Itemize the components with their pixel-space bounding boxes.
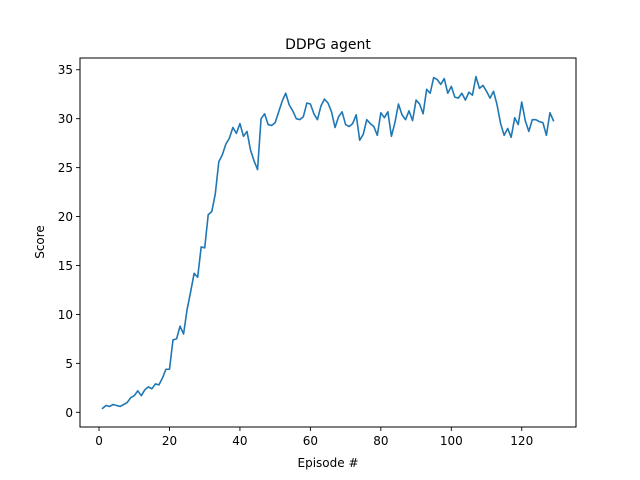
x-tick-label: 60 [303,434,318,448]
plot-frame [79,57,577,428]
y-tick-label: 15 [58,259,73,273]
x-tick-label: 80 [373,434,388,448]
x-axis-label: Episode # [298,456,359,470]
chart-title: DDPG agent [285,37,371,53]
y-tick-label: 5 [65,357,73,371]
series-line [101,75,555,410]
x-tick-label: 20 [162,434,177,448]
x-axis-ticks: 0 20 40 60 80 100 120 [95,427,533,448]
plot-area [80,58,576,427]
series-group [101,75,555,410]
y-tick-label: 25 [58,161,73,175]
x-tick-label: 120 [510,434,533,448]
x-tick-label: 100 [440,434,463,448]
x-tick-label: 0 [95,434,103,448]
y-tick-label: 0 [65,406,73,420]
y-tick-label: 10 [58,308,73,322]
y-axis-label: Score [33,225,47,259]
x-tick-label: 40 [232,434,247,448]
y-tick-label: 30 [58,112,73,126]
y-tick-label: 35 [58,63,73,77]
y-tick-label: 20 [58,210,73,224]
y-axis-ticks: 0 5 10 15 20 25 30 35 [58,63,80,420]
